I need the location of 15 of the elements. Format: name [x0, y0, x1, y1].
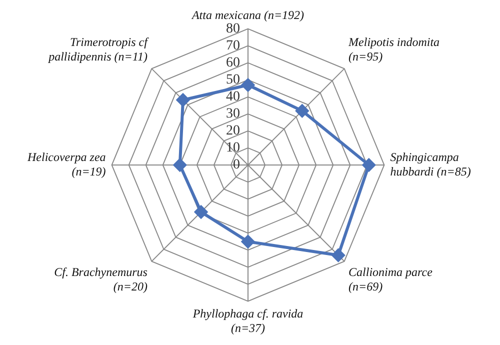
spoke-label: Helicoverpa zea (n=19): [26, 150, 106, 178]
y-tick-label: 40: [226, 90, 240, 105]
y-tick-label: 20: [226, 124, 240, 139]
y-tick-label: 50: [226, 72, 240, 88]
spoke-label: Sphingicampa hubbardi (n=85): [390, 150, 471, 178]
spoke-label: Callionima parce (n=69): [348, 264, 434, 294]
spoke-label: Atta mexicana (n=192): [190, 8, 304, 22]
y-tick-label: 70: [226, 38, 240, 54]
spoke-label: Phyllophaga cf. ravida (n=37): [192, 306, 304, 335]
spoke-label: Trimerotropis cf pallidipennis (n=11): [48, 35, 150, 64]
spoke-label: Cf. Brachynemurus (n=20): [54, 264, 148, 294]
y-tick-label: 30: [226, 106, 240, 122]
spoke-label: Melipotis indomita (n=95): [348, 35, 440, 64]
y-tick-label: 60: [226, 56, 240, 71]
y-tick-label: 80: [226, 21, 240, 36]
